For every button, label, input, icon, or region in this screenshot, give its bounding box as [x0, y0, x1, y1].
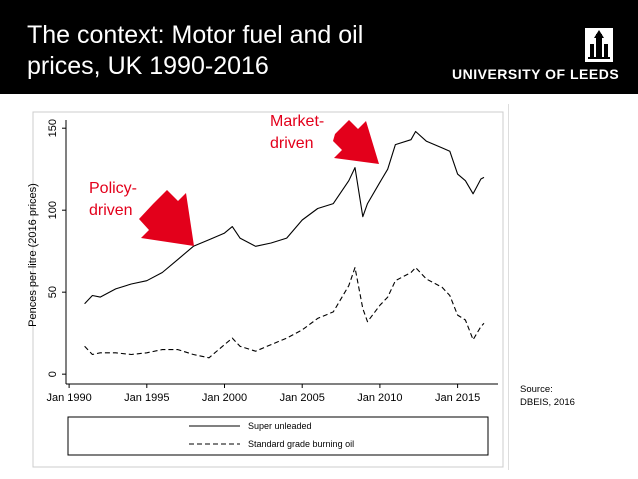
legend-label-burning-oil: Standard grade burning oil [248, 439, 354, 449]
annotation-policy: Policy- driven [89, 180, 137, 219]
annotation-market-line-2: driven [270, 135, 314, 152]
source-value: DBEIS, 2016 [520, 397, 575, 408]
y-tick-label: 150 [47, 119, 59, 137]
source-note: Source: DBEIS, 2016 [520, 383, 630, 409]
legend-box [67, 416, 489, 456]
chart-axes [65, 120, 498, 385]
policy-arrow-icon [139, 190, 194, 246]
market-arrow-icon [333, 120, 379, 164]
header-bar: The context: Motor fuel and oil prices, … [0, 0, 638, 94]
y-tick-label: 50 [47, 286, 59, 298]
source-label: Source: [520, 384, 553, 395]
slide-title-line-1: The context: Motor fuel and oil [27, 21, 364, 49]
university-crest-icon [585, 28, 613, 62]
x-tick-label: Jan 2010 [357, 392, 402, 404]
x-tick-label: Jan 2000 [202, 392, 247, 404]
annotation-policy-line-1: Policy- [89, 180, 137, 197]
chart-series [84, 130, 485, 359]
slide-title: The context: Motor fuel and oil prices, … [27, 20, 427, 82]
plot-frame [32, 111, 504, 468]
annotation-policy-line-2: driven [89, 202, 133, 219]
x-tick-label: Jan 1995 [124, 392, 169, 404]
university-logo-text: UNIVERSITY OF LEEDS [452, 66, 620, 82]
chart-ticks: 0 50 100 150 Jan 1990 Jan 1995 Jan 2000 Jan 200… [46, 119, 480, 404]
series-line-burning-oil [84, 267, 485, 359]
divider-line [508, 104, 509, 470]
y-axis-label: Pences per litre (2016 prices) [27, 183, 39, 327]
y-tick-label: 0 [47, 371, 59, 377]
x-tick-label: Jan 2015 [435, 392, 480, 404]
chart-legend: Super unleaded Standard grade burning oi… [67, 416, 489, 456]
legend-label-super-unleaded: Super unleaded [248, 421, 312, 431]
x-tick-label: Jan 1990 [46, 392, 91, 404]
annotation-market-line-1: Market- [270, 113, 324, 130]
slide-title-line-2: prices, UK 1990-2016 [27, 52, 269, 80]
y-tick-label: 100 [47, 201, 59, 219]
series-line-super-unleaded [84, 130, 485, 305]
annotation-market: Market- driven [270, 113, 324, 152]
x-tick-label: Jan 2005 [280, 392, 325, 404]
